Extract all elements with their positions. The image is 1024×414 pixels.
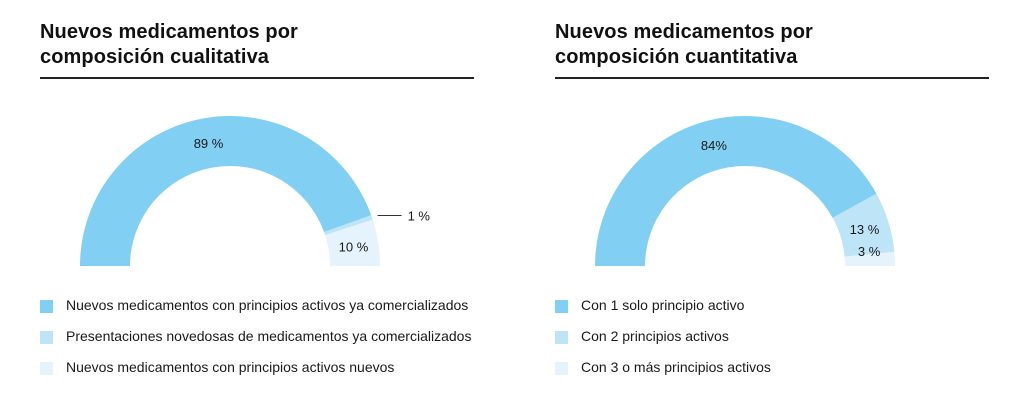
legend-label: Presentaciones novedosas de medicamentos…: [66, 328, 472, 344]
chart-title: Nuevos medicamentos por composición cual…: [40, 20, 298, 70]
title-divider: [555, 77, 989, 79]
chart-title-line-2: composición cualitativa: [40, 46, 270, 68]
segment-value-label: 3 %: [858, 244, 881, 259]
legend-label: Con 2 principios activos: [581, 328, 729, 344]
legend-swatch: [40, 362, 53, 375]
segment-value-label: 1 %: [408, 208, 431, 223]
gauge-segment: [832, 193, 895, 257]
legend-label: Nuevos medicamentos con principios activ…: [66, 297, 469, 313]
legend-label: Nuevos medicamentos con principios activ…: [66, 359, 395, 375]
legend-swatch: [40, 331, 53, 344]
chart-panel-cuantitativa: Nuevos medicamentos por composición cuan…: [555, 0, 995, 414]
chart-title-line-2: composición cuantitativa: [555, 46, 798, 68]
gauge-segment: [844, 251, 895, 266]
gauge-segment: [595, 115, 877, 266]
legend-swatch: [555, 362, 568, 375]
segment-value-label: 10 %: [339, 239, 369, 254]
gauge-segment: [325, 219, 380, 266]
segment-value-label: 84%: [701, 138, 727, 153]
legend-label: Con 1 solo principio activo: [581, 297, 745, 313]
legend-swatch: [40, 300, 53, 313]
legend-swatch: [555, 331, 568, 344]
gauge-segment: [324, 215, 373, 236]
semi-donut-chart: 84% 13 % 3 %: [595, 115, 895, 266]
chart-title: Nuevos medicamentos por composición cuan…: [555, 20, 813, 70]
legend-swatch: [555, 300, 568, 313]
segment-value-label: 89 %: [194, 136, 224, 151]
chart-panel-cualitativa: Nuevos medicamentos por composición cual…: [40, 0, 480, 414]
gauge-segment: [80, 116, 372, 266]
chart-title-line-1: Nuevos medicamentos por: [555, 21, 813, 43]
legend-label: Con 3 o más principios activos: [581, 359, 771, 375]
segment-value-label: 13 %: [850, 222, 880, 237]
semi-donut-chart: 89 % 1 % 10 %: [80, 116, 431, 266]
title-divider: [40, 77, 474, 79]
chart-title-line-1: Nuevos medicamentos por: [40, 21, 298, 43]
